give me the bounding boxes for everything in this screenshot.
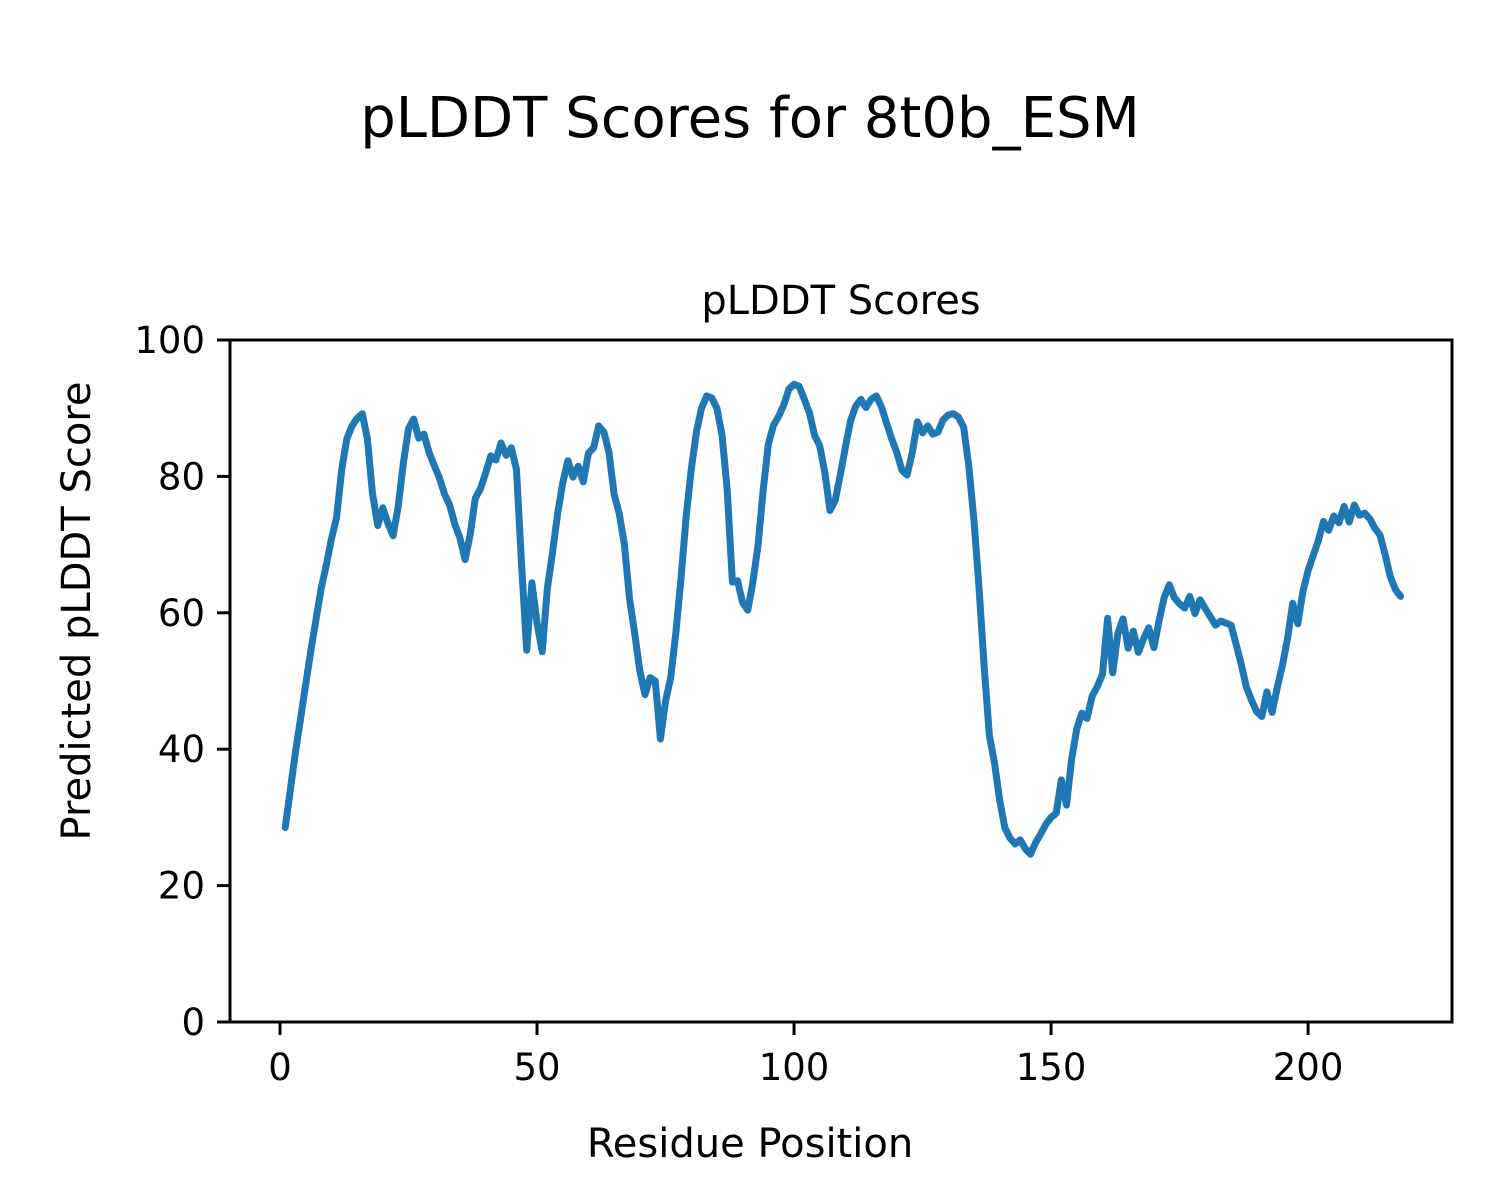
y-tick-label: 80 [158,455,205,498]
y-axis-ticks: 0 20 40 60 80 100 [134,319,230,1044]
x-tick-label: 50 [513,1046,560,1089]
x-axis-ticks: 0 50 100 150 200 [268,1022,1343,1089]
figure-title: pLDDT Scores for 8t0b_ESM [360,86,1140,151]
y-axis-label: Predicted pLDDT Score [54,382,100,841]
y-tick-label: 40 [158,728,205,771]
axes-frame [228,338,1454,1024]
plddt-line [281,380,1405,858]
x-tick-label: 150 [1016,1046,1087,1089]
y-tick-label: 20 [158,865,205,908]
x-tick-label: 100 [759,1046,830,1089]
x-tick-label: 200 [1273,1046,1344,1089]
y-tick-label: 0 [181,1001,205,1044]
x-tick-label: 0 [268,1046,292,1089]
x-axis-label: Residue Position [587,1121,913,1167]
axes-title: pLDDT Scores [701,278,980,324]
y-tick-label: 100 [134,319,205,362]
y-tick-label: 60 [158,592,205,635]
